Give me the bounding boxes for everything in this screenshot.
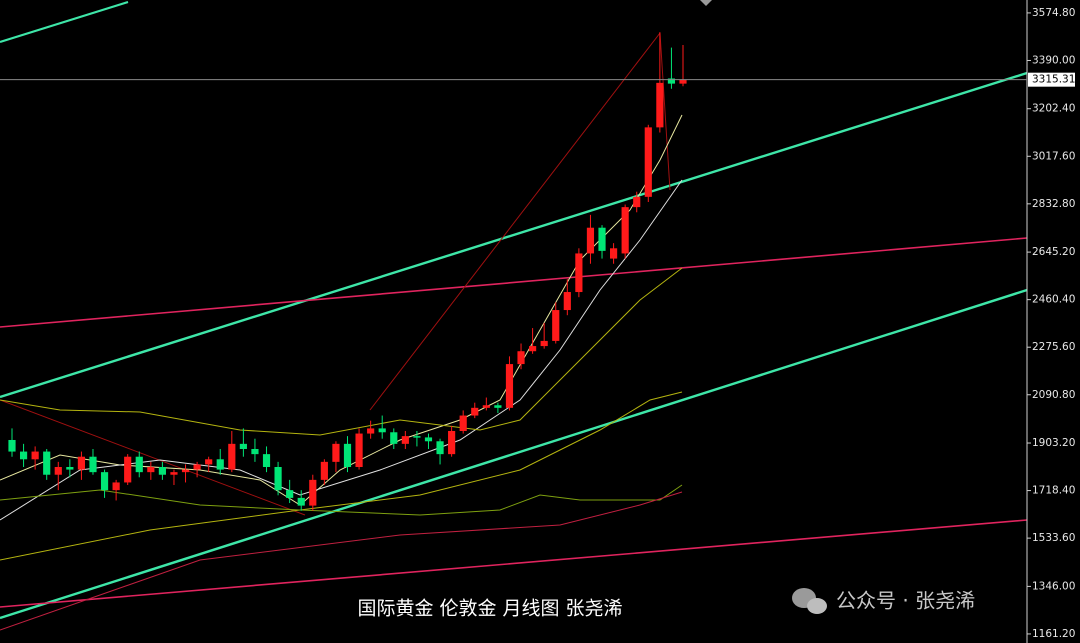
average-line — [0, 491, 683, 631]
y-tick-label: 2090.80 — [1032, 389, 1075, 401]
candle-body — [471, 407, 479, 416]
candle-body — [262, 454, 271, 468]
trendline — [0, 399, 306, 516]
trendline — [0, 519, 1028, 608]
y-tick-label: 1718.40 — [1032, 485, 1075, 497]
candle-body — [378, 428, 386, 433]
candle-body — [158, 467, 166, 475]
candle-body — [205, 459, 213, 465]
candle-body — [609, 248, 618, 259]
candle-body — [656, 82, 664, 128]
candle-body — [216, 459, 224, 470]
candle-body — [135, 456, 143, 473]
candle-body — [54, 467, 62, 475]
scroll-marker — [700, 0, 712, 6]
trendline — [0, 71, 1028, 399]
candle-body — [239, 443, 247, 449]
candle-body — [181, 469, 190, 473]
candle-body — [448, 430, 456, 455]
y-tick-label: 3574.80 — [1032, 7, 1075, 19]
candle-body — [424, 437, 433, 442]
watermark: 公众号 · 张尧浠 — [836, 589, 975, 613]
candle-body — [529, 346, 537, 352]
caption: 国际黄金 伦敦金 月线图 张尧浠 — [357, 598, 622, 620]
candle-body — [19, 451, 28, 460]
candle-body — [170, 472, 178, 475]
average-line — [0, 179, 683, 521]
y-tick-label: 3390.00 — [1032, 54, 1075, 66]
y-tick-label: 1903.20 — [1032, 437, 1075, 449]
candle-body — [77, 456, 86, 470]
candle-body — [644, 127, 652, 197]
y-tick-label: 2460.40 — [1032, 294, 1075, 306]
y-tick-label: 3202.40 — [1032, 103, 1075, 115]
y-tick-label: 2275.60 — [1032, 341, 1075, 353]
candle-body — [332, 443, 340, 462]
candle-body — [8, 439, 16, 452]
candle-body — [367, 428, 375, 434]
candle-body — [309, 479, 317, 506]
candle-body — [621, 207, 629, 254]
average-line — [0, 391, 683, 561]
y-tick-label: 1533.60 — [1032, 532, 1075, 544]
candle-body — [436, 441, 444, 455]
candle-body — [482, 405, 490, 408]
candle-body — [274, 467, 282, 491]
candle-body — [112, 482, 120, 491]
candle-body — [540, 340, 548, 347]
candle-body — [552, 310, 560, 341]
candle-body — [667, 78, 676, 84]
average-line — [0, 114, 683, 506]
y-tick-label: 2645.20 — [1032, 246, 1075, 258]
candle-body — [193, 464, 201, 470]
candle-body — [505, 364, 514, 408]
candle-body — [494, 405, 502, 408]
candle-body — [563, 292, 571, 311]
trendline — [0, 288, 1028, 620]
candle-body — [320, 461, 328, 480]
candle-body — [228, 443, 236, 470]
trendlines — [0, 0, 1028, 631]
trendline — [0, 237, 1028, 328]
candle-body — [124, 456, 132, 483]
trendline — [0, 0, 129, 44]
current-price-box — [1028, 72, 1075, 87]
average-line — [0, 267, 683, 436]
y-tick-label: 2832.80 — [1032, 198, 1075, 210]
current-price-label: 3315.31 — [1032, 74, 1075, 86]
y-tick-label: 3017.60 — [1032, 150, 1075, 162]
candle-body — [586, 227, 595, 254]
candle-body — [517, 351, 525, 365]
candle-body — [575, 253, 583, 293]
trendline — [369, 32, 661, 411]
candle-body — [598, 227, 606, 251]
y-tick-label: 1161.20 — [1032, 628, 1075, 640]
candle-body — [413, 436, 421, 438]
candle-body — [390, 432, 398, 444]
candle-body — [89, 456, 97, 473]
candle-body — [147, 467, 155, 473]
candle-body — [100, 472, 109, 491]
candle-body — [679, 79, 687, 84]
candle-body — [66, 467, 74, 470]
candle-body — [251, 448, 259, 455]
candle-body — [31, 451, 39, 460]
candle-body — [401, 436, 409, 444]
candle-body — [286, 490, 294, 498]
candle-body — [297, 497, 305, 506]
candle-body — [459, 415, 467, 431]
candle-body — [355, 433, 363, 468]
candle-body — [633, 196, 641, 208]
trendline — [659, 32, 671, 191]
watermark-icon — [792, 588, 827, 614]
candle-body — [43, 451, 51, 475]
y-tick-label: 1346.00 — [1032, 580, 1075, 592]
average-line — [0, 484, 683, 516]
candle-body — [343, 443, 352, 468]
